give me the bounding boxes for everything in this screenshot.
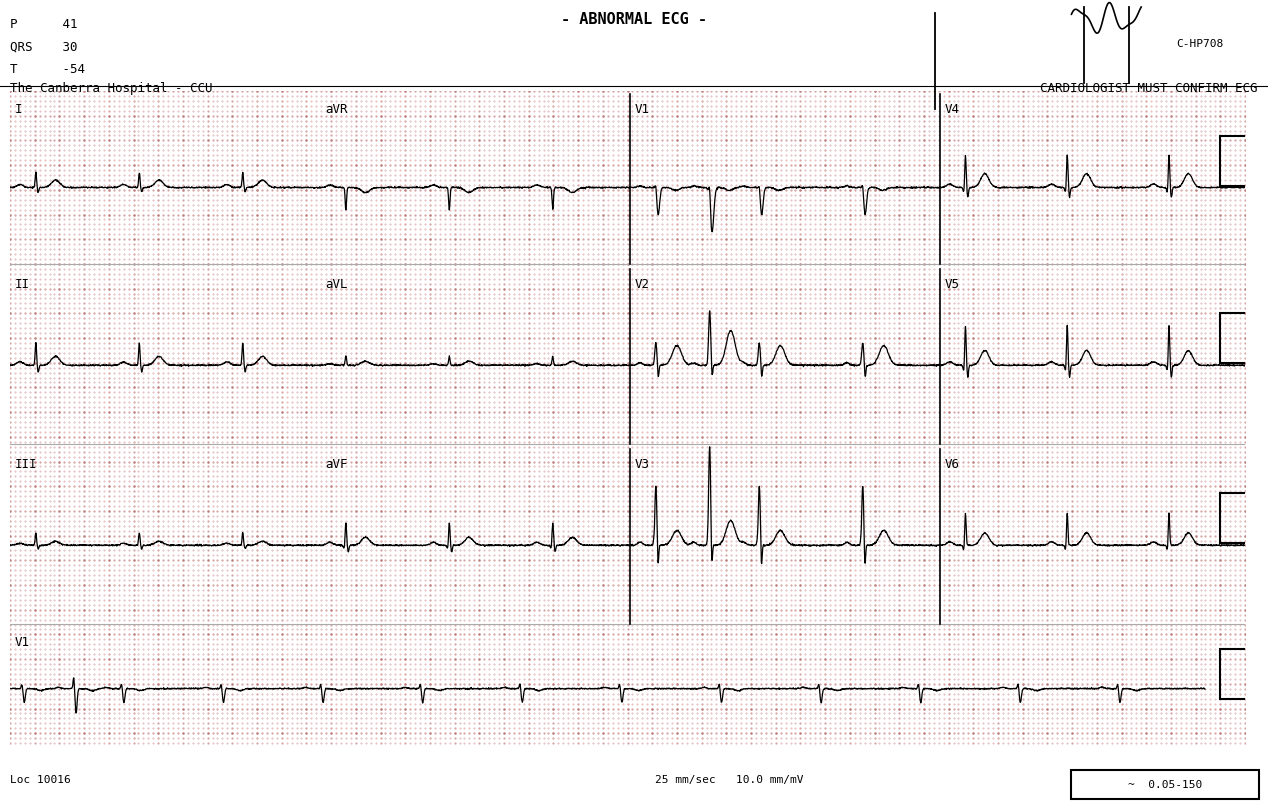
Text: T      -54: T -54: [10, 63, 85, 75]
Text: V4: V4: [945, 103, 960, 115]
Text: Loc 10016: Loc 10016: [10, 775, 71, 784]
Text: The Canberra Hospital - CCU: The Canberra Hospital - CCU: [10, 82, 213, 95]
Text: V2: V2: [635, 277, 650, 290]
Text: V3: V3: [635, 457, 650, 471]
Text: V1: V1: [15, 635, 30, 648]
Text: 25 mm/sec   10.0 mm/mV: 25 mm/sec 10.0 mm/mV: [654, 775, 804, 784]
Text: I: I: [15, 103, 23, 115]
Text: aVF: aVF: [325, 457, 347, 471]
Text: aVR: aVR: [325, 103, 347, 115]
Text: QRS    30: QRS 30: [10, 40, 77, 53]
Bar: [1220, 314, 1248, 363]
Text: V6: V6: [945, 457, 960, 471]
Bar: [1220, 137, 1248, 187]
Text: ~  0.05-150: ~ 0.05-150: [1129, 780, 1202, 789]
Text: V1: V1: [635, 103, 650, 115]
Bar: [1220, 649, 1248, 699]
Text: C-HP708: C-HP708: [1177, 38, 1224, 48]
Bar: [1220, 493, 1248, 543]
Text: P      41: P 41: [10, 18, 77, 30]
Text: aVL: aVL: [325, 277, 347, 290]
Text: II: II: [15, 277, 30, 290]
Text: V5: V5: [945, 277, 960, 290]
Text: - ABNORMAL ECG -: - ABNORMAL ECG -: [560, 12, 708, 27]
Text: III: III: [15, 457, 38, 471]
Text: CARDIOLOGIST MUST CONFIRM ECG: CARDIOLOGIST MUST CONFIRM ECG: [1040, 82, 1258, 95]
